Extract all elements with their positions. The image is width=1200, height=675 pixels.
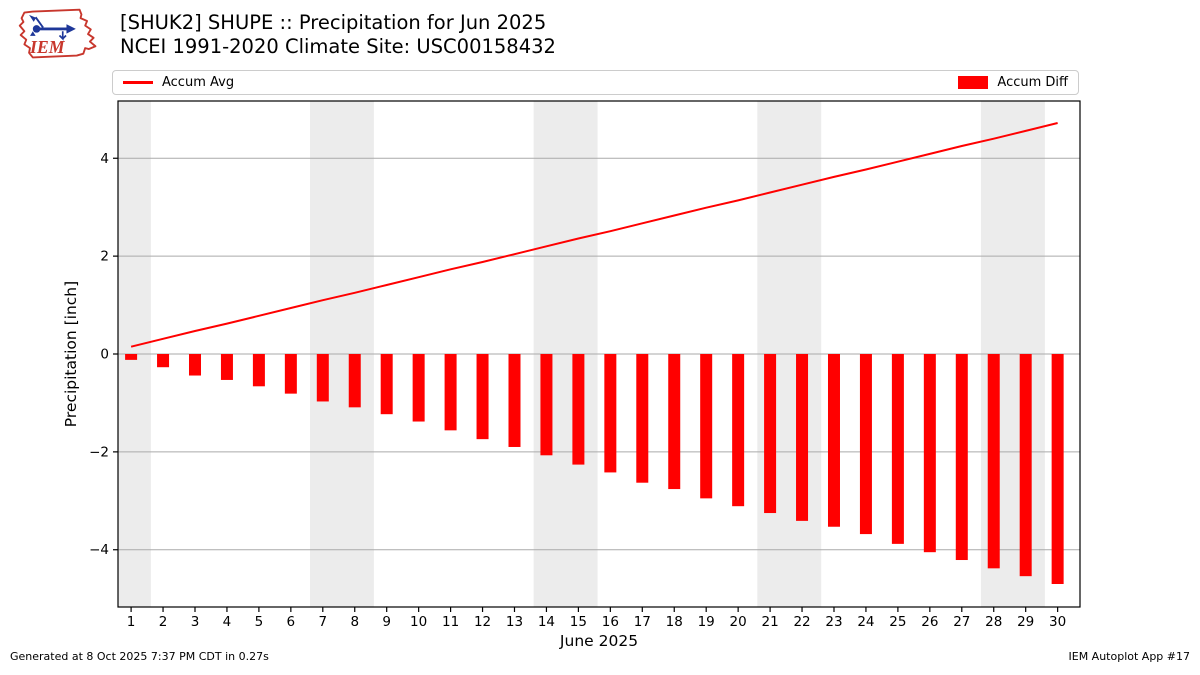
logo-text: IEM bbox=[29, 37, 66, 57]
x-tick-label: 2 bbox=[159, 614, 168, 630]
x-tick-label: 28 bbox=[985, 614, 1002, 630]
title-line-1: [SHUK2] SHUPE :: Precipitation for Jun 2… bbox=[120, 11, 547, 34]
accum-diff-bar bbox=[668, 354, 681, 490]
x-tick-label: 11 bbox=[442, 614, 459, 630]
accum-diff-bar bbox=[636, 354, 649, 483]
x-tick-label: 14 bbox=[538, 614, 555, 630]
accum-diff-bar bbox=[348, 354, 361, 408]
accum-diff-bar bbox=[157, 354, 170, 368]
legend-item-accum-avg: Accum Avg bbox=[123, 75, 234, 90]
accum-diff-bar bbox=[604, 354, 617, 473]
app-credit: IEM Autoplot App #17 bbox=[1068, 650, 1191, 663]
x-tick-label: 4 bbox=[223, 614, 232, 630]
x-tick-label: 18 bbox=[666, 614, 683, 630]
x-tick-label: 20 bbox=[730, 614, 747, 630]
accum-diff-bar bbox=[891, 354, 904, 544]
iem-logo: IEM bbox=[18, 8, 97, 59]
x-tick-label: 5 bbox=[255, 614, 264, 630]
accum-diff-bar bbox=[380, 354, 393, 415]
y-tick-label: −4 bbox=[89, 542, 109, 558]
x-tick-label: 22 bbox=[793, 614, 810, 630]
accum-diff-bar bbox=[476, 354, 489, 440]
x-tick-label: 26 bbox=[921, 614, 938, 630]
x-tick-label: 9 bbox=[382, 614, 391, 630]
accum-diff-bar-swatch bbox=[958, 76, 989, 89]
accum-diff-bar bbox=[220, 354, 233, 380]
x-tick-label: 19 bbox=[698, 614, 715, 630]
y-tick-label: 0 bbox=[100, 347, 109, 363]
accum-diff-bar bbox=[859, 354, 872, 535]
legend: Accum Avg Accum Diff bbox=[112, 70, 1079, 95]
x-axis-title: June 2025 bbox=[559, 632, 638, 650]
x-tick-label: 6 bbox=[287, 614, 296, 630]
weather-vane-icon bbox=[29, 14, 76, 41]
x-tick-label: 30 bbox=[1049, 614, 1066, 630]
title-line-2: NCEI 1991-2020 Climate Site: USC00158432 bbox=[120, 34, 556, 58]
accum-diff-bar bbox=[508, 354, 521, 447]
accum-diff-bar bbox=[700, 354, 713, 499]
x-tick-label: 21 bbox=[761, 614, 778, 630]
accum-diff-bar bbox=[764, 354, 777, 514]
accum-diff-bar bbox=[827, 354, 840, 527]
x-tick-label: 16 bbox=[602, 614, 619, 630]
x-tick-label: 17 bbox=[634, 614, 651, 630]
x-tick-label: 13 bbox=[506, 614, 523, 630]
accum-avg-line bbox=[130, 122, 1058, 348]
accum-diff-bar bbox=[732, 354, 745, 507]
x-tick-label: 10 bbox=[410, 614, 427, 630]
accum-diff-bar bbox=[987, 354, 1000, 569]
accum-diff-bar bbox=[188, 354, 201, 376]
chart-title: [SHUK2] SHUPE :: Precipitation for Jun 2… bbox=[120, 11, 556, 58]
y-axis-title: Precipitation [inch] bbox=[62, 281, 80, 427]
accum-diff-label: Accum Diff bbox=[997, 75, 1068, 90]
x-tick-label: 12 bbox=[474, 614, 491, 630]
y-tick-label: −2 bbox=[89, 444, 109, 460]
accum-diff-bar bbox=[284, 354, 297, 394]
x-tick-label: 24 bbox=[857, 614, 874, 630]
accum-diff-bar bbox=[796, 354, 809, 521]
accum-diff-bar bbox=[1019, 354, 1032, 577]
generated-timestamp: Generated at 8 Oct 2025 7:37 PM CDT in 0… bbox=[10, 650, 269, 663]
accum-diff-bar bbox=[923, 354, 936, 553]
accum-diff-bar bbox=[252, 354, 265, 387]
accum-diff-bar bbox=[444, 354, 457, 431]
accum-diff-bar bbox=[412, 354, 425, 422]
accum-avg-label: Accum Avg bbox=[162, 75, 235, 90]
x-tick-label: 27 bbox=[953, 614, 970, 630]
accum-diff-bar bbox=[955, 354, 968, 561]
y-tick-label: 2 bbox=[100, 249, 109, 265]
x-tick-label: 25 bbox=[889, 614, 906, 630]
x-tick-label: 7 bbox=[318, 614, 327, 630]
x-tick-label: 15 bbox=[570, 614, 587, 630]
y-tick-label: 4 bbox=[100, 151, 109, 167]
accum-diff-bar bbox=[125, 354, 138, 360]
accum-avg-line-swatch bbox=[123, 81, 153, 84]
x-tick-label: 3 bbox=[191, 614, 200, 630]
x-tick-label: 8 bbox=[350, 614, 359, 630]
x-tick-label: 23 bbox=[825, 614, 842, 630]
x-tick-label: 1 bbox=[127, 614, 136, 630]
legend-item-accum-diff: Accum Diff bbox=[958, 75, 1068, 90]
accum-diff-bar bbox=[1051, 354, 1064, 584]
x-tick-label: 29 bbox=[1017, 614, 1034, 630]
accum-diff-bar bbox=[540, 354, 553, 456]
accum-diff-bar bbox=[316, 354, 329, 402]
accum-diff-bar bbox=[572, 354, 585, 465]
